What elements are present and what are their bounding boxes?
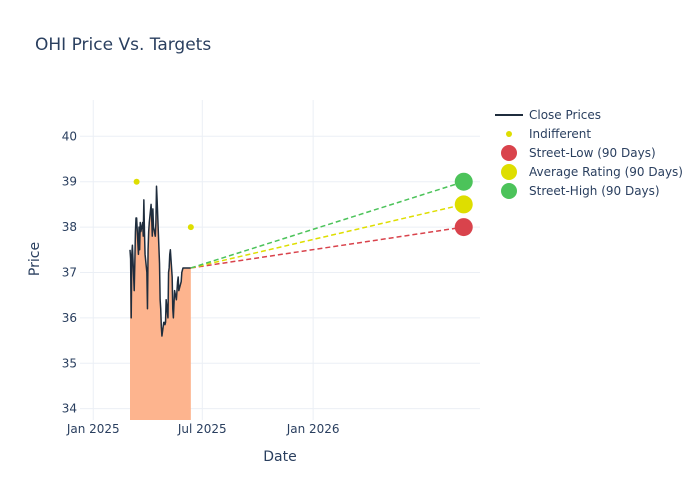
average-target-line — [190, 203, 464, 269]
point-layer — [133, 172, 473, 237]
close-price-line — [129, 185, 191, 337]
legend-label: Close Prices — [529, 108, 601, 122]
y-tick-label: 40 — [62, 129, 77, 143]
street-high-target-line — [190, 180, 464, 269]
street-high-target-point — [454, 172, 473, 191]
x-tick-label: Jan 2025 — [66, 422, 120, 436]
y-tick-label: 39 — [62, 175, 77, 189]
line-layer — [129, 180, 464, 337]
street-low-target-point — [454, 218, 473, 237]
legend-label: Street-Low (90 Days) — [529, 146, 656, 160]
legend-dot-swatch — [501, 183, 517, 199]
y-tick-label: 34 — [62, 402, 77, 416]
legend-label: Street-High (90 Days) — [529, 184, 660, 198]
street-low-target-line — [190, 226, 464, 269]
y-axis-title: Price — [27, 242, 43, 276]
indifferent-point — [187, 224, 194, 231]
chart-title: OHI Price Vs. Targets — [35, 35, 211, 55]
y-tick-label: 35 — [62, 356, 77, 370]
legend: Close Prices Indifferent Street-Low (90 Da… — [495, 108, 683, 199]
y-tick-label: 37 — [62, 265, 77, 279]
x-tick-label: Jul 2025 — [177, 422, 227, 436]
legend-dot-swatch — [506, 131, 512, 137]
legend-dot-swatch — [501, 145, 517, 161]
average-target-point — [454, 195, 473, 214]
tick-layer: 34 35 36 37 38 39 40 Jan 2025 Jul 2025 Jan 2026 — [62, 129, 340, 436]
legend-label: Average Rating (90 Days) — [529, 165, 683, 179]
y-tick-label: 36 — [62, 311, 77, 325]
x-tick-label: Jan 2026 — [286, 422, 340, 436]
legend-label: Indifferent — [529, 127, 591, 141]
x-axis-title: Date — [263, 449, 296, 465]
y-tick-label: 38 — [62, 220, 77, 234]
area-layer — [130, 186, 191, 420]
indifferent-point — [133, 178, 140, 185]
close-price-area — [130, 186, 191, 420]
legend-dot-swatch — [501, 164, 517, 180]
